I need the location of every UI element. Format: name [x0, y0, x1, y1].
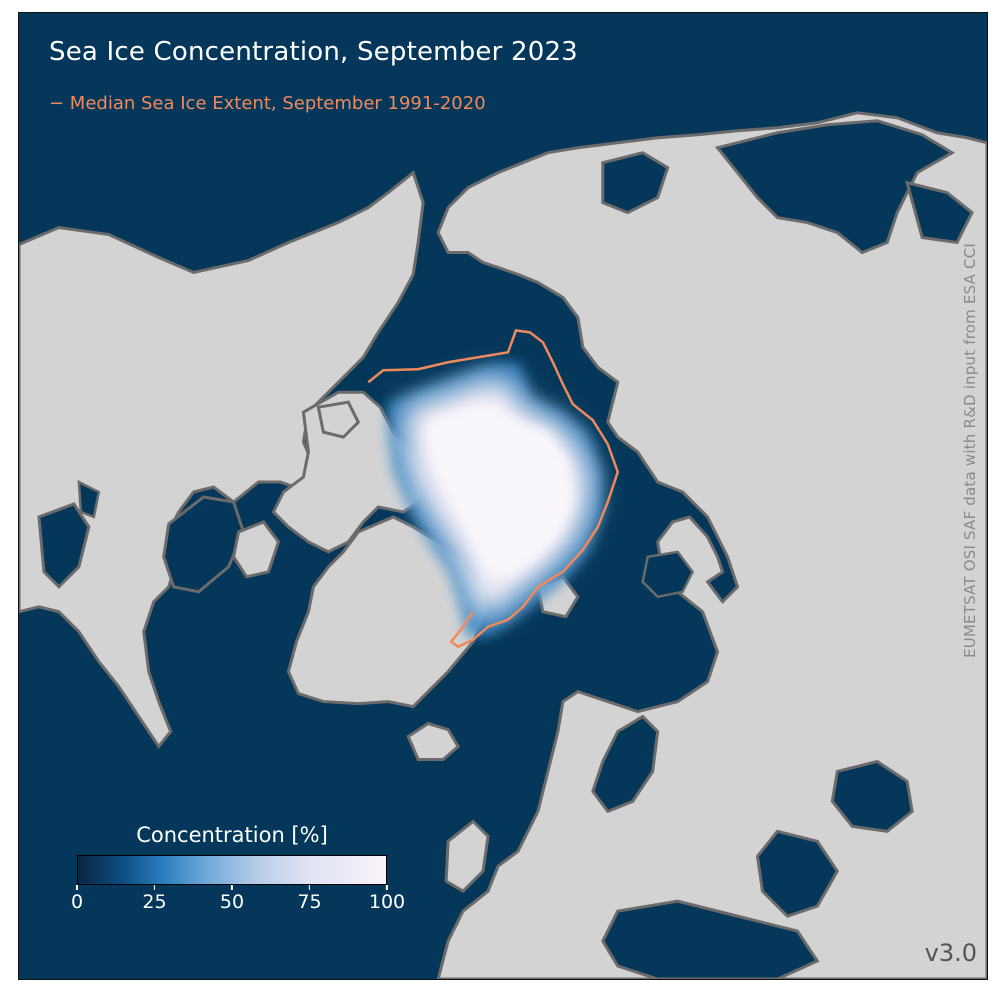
median-extent-legend: − Median Sea Ice Extent, September 1991-… [49, 93, 486, 114]
sea-ice-concentration [388, 362, 603, 637]
bay-small-2 [77, 479, 101, 519]
sea-okhotsk [601, 151, 670, 215]
median-extent-line [367, 329, 620, 648]
land-island-a [316, 400, 361, 439]
sea-caspian [755, 829, 840, 918]
sea-small-east [905, 180, 974, 245]
map-frame: Sea Ice Concentration, September 2023 − … [18, 12, 988, 980]
colorbar-tick: 25 [142, 885, 166, 913]
land-island-b [231, 520, 281, 579]
colorbar-tick: 75 [297, 885, 321, 913]
colorbar [77, 855, 387, 885]
land-iceland [406, 721, 461, 761]
sea-baltic [591, 714, 660, 814]
sea-white [641, 550, 695, 599]
colorbar-ticks: 0 25 50 75 100 [71, 885, 405, 919]
colorbar-tick: 50 [220, 885, 244, 913]
sea-north-pacific [714, 119, 956, 255]
sea-mediterranean [601, 899, 820, 979]
arctic-map [19, 13, 987, 979]
version-label: v3.0 [924, 939, 977, 967]
land-uk [444, 819, 490, 894]
data-credit: EUMETSAT OSI SAF data with R&D input fro… [961, 243, 979, 658]
land-eurasia [436, 111, 987, 979]
colorbar-tick: 100 [369, 885, 405, 913]
hudson-bay [162, 495, 246, 594]
colorbar-tick: 0 [71, 885, 83, 913]
bay-small [37, 502, 91, 589]
colorbar-title: Concentration [%] [136, 823, 328, 847]
map-title: Sea Ice Concentration, September 2023 [49, 37, 578, 67]
sea-black [830, 759, 914, 833]
